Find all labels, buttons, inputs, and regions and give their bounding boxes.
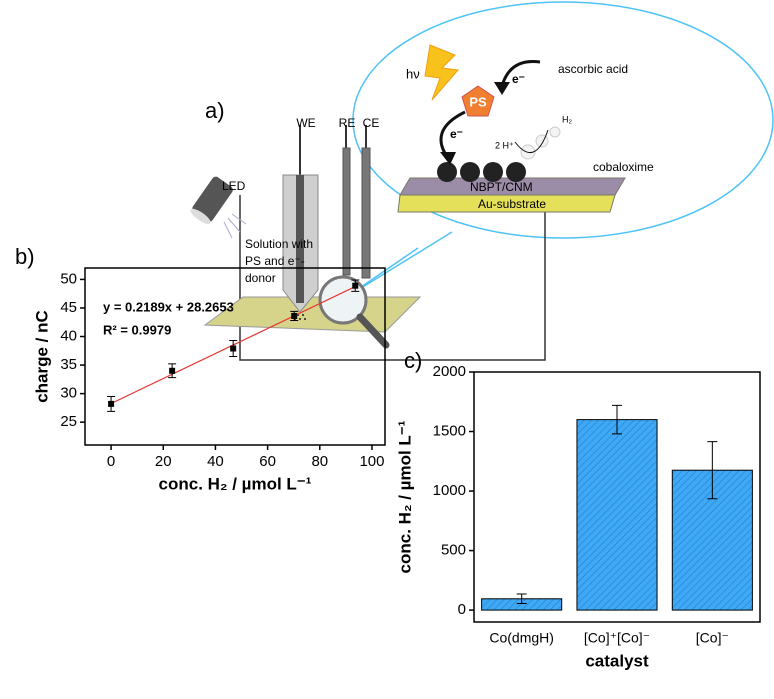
reference-electrode — [342, 147, 351, 276]
label: donor — [245, 271, 276, 285]
label: e⁻ — [450, 127, 463, 141]
x-tick-label: [Co]⁺[Co]⁻ — [584, 630, 650, 646]
x-tick-label: 40 — [207, 453, 224, 470]
beaker — [239, 195, 546, 361]
label: PS — [469, 94, 487, 109]
error-bar — [707, 441, 718, 500]
catalyst-molecules — [437, 162, 526, 182]
panel-label: c) — [404, 348, 422, 373]
x-axis-label: catalyst — [585, 651, 649, 670]
x-tick-label: 80 — [311, 453, 328, 470]
substrate — [203, 296, 422, 333]
label: PS and e⁻- — [245, 254, 305, 268]
pattern — [292, 314, 306, 320]
y-axis-label: conc. H₂ / µmol L⁻¹ — [395, 420, 414, 573]
fit-equation: y = 0.2189x + 28.2653 — [103, 299, 234, 314]
label: 2 H⁺ — [495, 140, 514, 150]
error-bar — [516, 593, 527, 605]
label: RE — [339, 116, 356, 130]
x-tick-label: 0 — [107, 453, 115, 470]
ps-pentagon — [461, 85, 495, 117]
y-tick-label: 50 — [60, 270, 77, 287]
label: NBPT/CNM — [470, 180, 533, 194]
x-tick-label: 60 — [259, 453, 276, 470]
error-bar — [612, 404, 622, 435]
x-axis-label: conc. H₂ / µmol L⁻¹ — [159, 474, 312, 493]
x-tick-label: 20 — [155, 453, 172, 470]
label: e⁻ — [512, 72, 525, 86]
point — [108, 400, 115, 407]
panel-label: b) — [15, 244, 35, 269]
diagram: a) WE RE CE LED Solution with PS and e⁻-… — [190, 1, 774, 361]
lightning — [424, 44, 459, 101]
y-tick-label: 1000 — [433, 482, 466, 499]
label: LED — [222, 179, 246, 193]
electrode-core — [296, 175, 304, 303]
y-tick-label: 35 — [60, 356, 77, 373]
magnifier-handle — [356, 313, 390, 349]
au-layer — [397, 194, 616, 213]
label: ascorbic acid — [558, 62, 628, 76]
y-tick-label: 1500 — [433, 422, 466, 439]
label: WE — [296, 116, 315, 130]
label: cobaloxime — [593, 160, 654, 174]
y-tick-label: 0 — [458, 601, 466, 618]
panel-label: a) — [205, 98, 225, 123]
led-lamp — [190, 176, 233, 225]
label: Au-substrate — [478, 197, 546, 211]
y-tick-label: 25 — [60, 413, 77, 430]
point — [169, 367, 176, 374]
point — [291, 312, 298, 319]
label: hν — [406, 66, 420, 81]
bar — [576, 419, 658, 611]
y-tick-label: 45 — [60, 299, 77, 316]
light-rays — [223, 213, 247, 239]
y-axis-label: charge / nC — [32, 310, 51, 403]
arrow — [514, 129, 549, 153]
arrowhead — [440, 152, 456, 165]
x-tick-label: [Co]⁻ — [696, 630, 729, 646]
x-tick-label: 100 — [359, 453, 384, 470]
y-tick-label: 500 — [441, 542, 466, 559]
label: Solution with — [245, 237, 313, 251]
y-tick-label: 30 — [60, 385, 77, 402]
annotation: R² = 0.9979 — [103, 322, 171, 337]
point — [352, 282, 359, 289]
y-tick-label: 2000 — [433, 363, 466, 380]
x-tick-label: Co(dmgH) — [489, 630, 554, 646]
label: H₂ — [562, 114, 572, 124]
y-tick-label: 40 — [60, 327, 77, 344]
arrowhead — [494, 82, 510, 95]
plot-frame — [84, 267, 386, 446]
plot-frame — [473, 371, 761, 623]
label: CE — [363, 116, 380, 130]
point — [230, 345, 237, 352]
counter-electrode — [361, 147, 371, 279]
arrow — [500, 60, 541, 87]
